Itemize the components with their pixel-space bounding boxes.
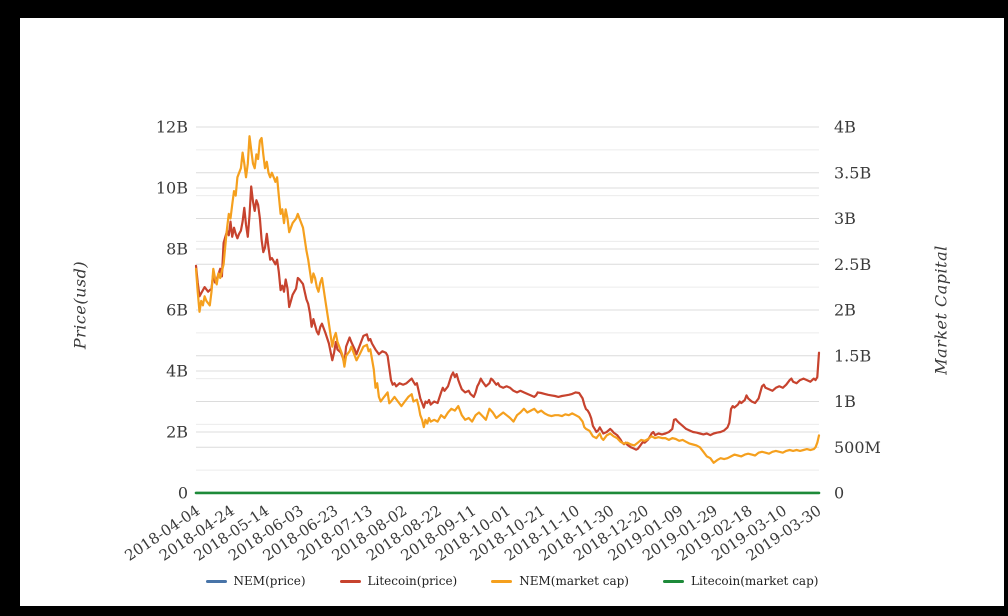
y-axis-right-tick-label: 3.5B <box>834 163 871 182</box>
y-axis-left-tick-label: 2B <box>166 423 188 442</box>
legend-label: NEM(market cap) <box>519 574 629 588</box>
legend-swatch <box>662 579 684 583</box>
legend-swatch <box>491 579 513 583</box>
y-axis-left-tick-label: 10B <box>156 179 188 198</box>
legend-swatch <box>205 579 227 583</box>
chart-legend: NEM(price) Litecoin(price) NEM(market cap)… <box>20 574 1004 588</box>
y-axis-right-tick-label: 2.5B <box>834 255 871 274</box>
legend-item-litecoin-market-cap-[interactable]: Litecoin(market cap) <box>662 574 819 588</box>
y-axis-right-tick-label: 4B <box>834 118 856 137</box>
legend-label: NEM(price) <box>233 574 306 588</box>
y-axis-right-tick-label: 2B <box>834 301 856 320</box>
series-line-litecoin-price- <box>194 185 821 451</box>
legend-label: Litecoin(market cap) <box>690 574 819 588</box>
y-axis-right-tick-label: 1.5B <box>834 346 871 365</box>
legend-item-litecoin-price-[interactable]: Litecoin(price) <box>339 574 458 588</box>
series-line-nem-market-cap- <box>194 135 821 464</box>
y-axis-right-tick-label: 1B <box>834 392 856 411</box>
y-axis-left-tick-label: 12B <box>156 118 188 137</box>
left-axis-title: Price(usd) <box>70 260 90 350</box>
y-axis-left-tick-label: 8B <box>166 240 188 259</box>
y-axis-right-tick-label: 500M <box>834 438 881 457</box>
y-axis-left-tick-label: 0 <box>178 484 188 503</box>
right-axis-title: Market Capital <box>931 245 951 375</box>
chart-background <box>20 18 1004 606</box>
legend-label: Litecoin(price) <box>367 574 458 588</box>
y-axis-left-tick-label: 4B <box>166 362 188 381</box>
legend-item-nem-market-cap-[interactable]: NEM(market cap) <box>491 574 629 588</box>
y-axis-right-tick-label: 3B <box>834 209 856 228</box>
y-axis-left-tick-label: 6B <box>166 301 188 320</box>
y-axis-right-tick-label: 0 <box>834 484 844 503</box>
legend-swatch <box>339 579 361 583</box>
legend-item-nem-price-[interactable]: NEM(price) <box>205 574 306 588</box>
